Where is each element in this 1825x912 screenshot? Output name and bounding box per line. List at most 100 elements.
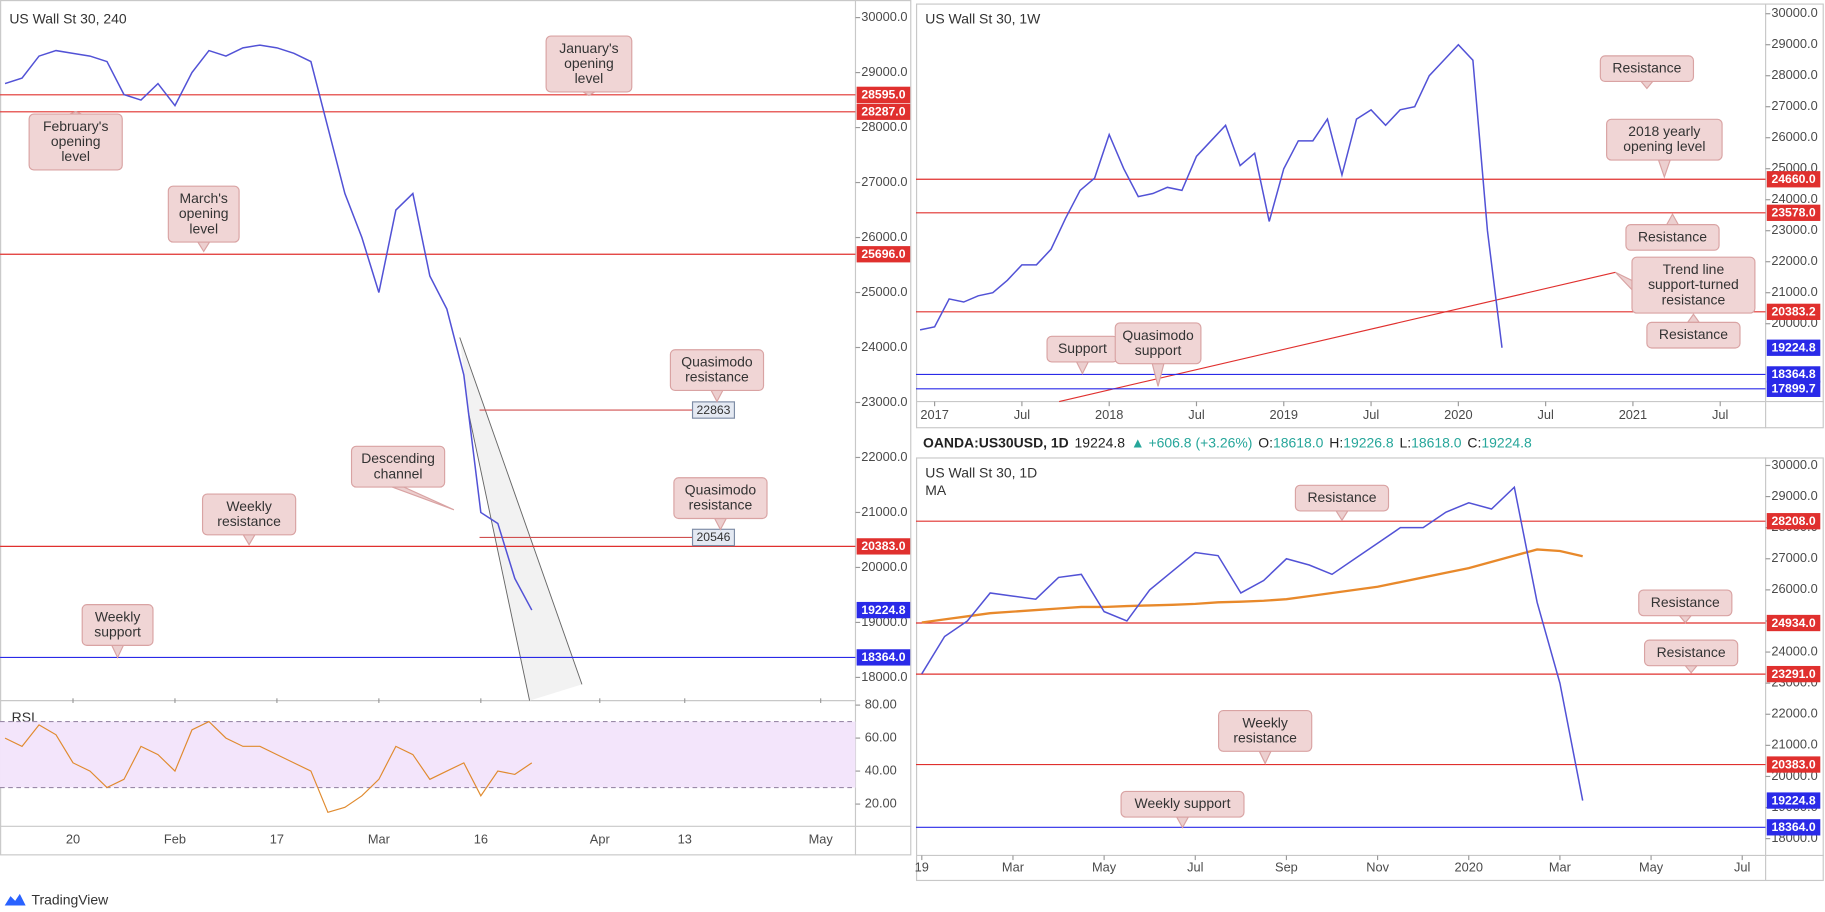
annotation-box [1631, 256, 1756, 314]
annotation-box [1294, 484, 1390, 512]
info-value: 19224.8 [1481, 434, 1532, 450]
y-tick-label: 22000.0 [861, 449, 907, 464]
x-tick-label: 16 [474, 832, 488, 847]
annotation: January's opening level [559, 40, 618, 86]
y-tick-label: 22000.0 [1771, 706, 1817, 721]
y-tick-label: 26000.0 [1771, 129, 1817, 144]
level-tag [1766, 366, 1821, 383]
price-line [919, 43, 1503, 348]
y-tick-label: 22000.0 [1771, 253, 1817, 268]
channel-line [467, 409, 531, 701]
x-tick-label: 2020 [1455, 860, 1483, 875]
info-value: 19226.8 [1343, 434, 1394, 450]
y-tick-label: 24000.0 [1771, 191, 1817, 206]
level-tag-label: 20383.0 [1771, 757, 1815, 771]
annotation: Quasimodo resistance [685, 481, 757, 512]
y-tick-label: 27000.0 [1771, 550, 1817, 565]
x-tick-label: 20 [66, 832, 80, 847]
annotation-box [28, 113, 123, 171]
annotation: Weekly resistance [1233, 714, 1297, 745]
rsi-tick-label: 40.00 [865, 762, 897, 777]
rsi-band [0, 721, 856, 788]
y-tick-label: 27000.0 [1771, 98, 1817, 113]
level-tag-label: 28208.0 [1771, 514, 1815, 528]
x-tick-label: Feb [164, 832, 186, 847]
annotation: Resistance [1659, 326, 1728, 342]
annotation-box [1606, 118, 1723, 161]
y-tick-label: 30000.0 [1771, 5, 1817, 20]
x-tick-label: 2017 [920, 407, 948, 422]
x-tick-label: Jul [1712, 407, 1728, 422]
level-tag-label: 25696.0 [861, 247, 905, 261]
annotation-box [1218, 709, 1313, 752]
y-tick-label: 30000.0 [1771, 457, 1817, 472]
level-tag-label: 28595.0 [861, 88, 905, 102]
level-tag [1766, 756, 1821, 773]
x-tick-label: Apr [590, 832, 611, 847]
annotation-box [1120, 790, 1245, 818]
x-tick-label: Nov [1366, 860, 1389, 875]
plot-area [915, 485, 1766, 828]
x-tick-label: 2018 [1095, 407, 1123, 422]
x-tick-label: Mar [1549, 860, 1572, 875]
annotation-box [1646, 321, 1741, 349]
level-tag [1766, 819, 1821, 836]
y-tick-label: 23000.0 [1771, 222, 1817, 237]
level-tag-label: 28287.0 [861, 105, 905, 119]
brand: TradingView [31, 892, 109, 908]
level-tag [856, 538, 911, 555]
annotation: Resistance [1651, 594, 1720, 610]
annotation-box [1643, 639, 1739, 667]
annotation: Quasimodo support [1122, 326, 1194, 357]
annotation: 2018 yearly opening level [1623, 123, 1705, 154]
y-tick-label: 21000.0 [1771, 737, 1817, 752]
bottom-right-panel [915, 457, 1824, 882]
annotation: Resistance [1657, 644, 1726, 660]
rsi-label: RSI [12, 709, 35, 725]
y-tick-label: 24000.0 [1771, 643, 1817, 658]
y-tick-label: 21000.0 [1771, 284, 1817, 299]
annotation: Resistance [1612, 59, 1681, 75]
level-tag-label: 19224.8 [1771, 341, 1815, 355]
x-tick-label: Jul [1187, 860, 1203, 875]
level-tag [856, 649, 911, 666]
annotation: Weekly resistance [217, 498, 281, 529]
annotation-box [545, 35, 633, 93]
info-item: O: [1258, 434, 1273, 450]
annotation: March's opening level [179, 190, 229, 236]
x-tick-label: Jul [1537, 407, 1553, 422]
y-tick-label: 26000.0 [1771, 581, 1817, 596]
marked-level-box [691, 401, 736, 419]
x-tick-label: Jul [1014, 407, 1030, 422]
price-line [4, 44, 533, 611]
plot-area [915, 43, 1766, 390]
level-tag-label: 24660.0 [1771, 172, 1815, 186]
x-tick-label: May [1639, 860, 1664, 875]
level-tag [1766, 792, 1821, 809]
info-bar: OANDA:US30USD, 1D 19224.8 ▲ +606.8 (+3.26%… [923, 434, 1532, 450]
y-tick-label: 21000.0 [861, 504, 907, 519]
annotation: Support [1058, 340, 1107, 356]
moving-average [921, 548, 1583, 624]
x-tick-label: 13 [678, 832, 692, 847]
x-tick-label: Mar [368, 832, 391, 847]
level-tag [856, 103, 911, 120]
level-tag [856, 86, 911, 103]
x-tick-label: Jul [1734, 860, 1750, 875]
level-tag-label: 19224.8 [1771, 793, 1815, 807]
x-tick-label: Sep [1275, 860, 1298, 875]
annotation: Descending channel [361, 450, 435, 481]
annotation-box [350, 445, 446, 488]
level-tag-label: 20383.2 [1771, 305, 1815, 319]
level-tag [1766, 513, 1821, 530]
y-tick-label: 29000.0 [1771, 488, 1817, 503]
x-tick-label: 2021 [1619, 407, 1647, 422]
level-tag-label: 23291.0 [1771, 667, 1815, 681]
annotation-box [81, 604, 154, 646]
level-tag-label: 18364.8 [1771, 367, 1815, 381]
level-tag [1766, 614, 1821, 632]
x-tick-label: May [809, 832, 834, 847]
annotation-box [1625, 224, 1720, 251]
info-value: 18618.0 [1411, 434, 1462, 450]
